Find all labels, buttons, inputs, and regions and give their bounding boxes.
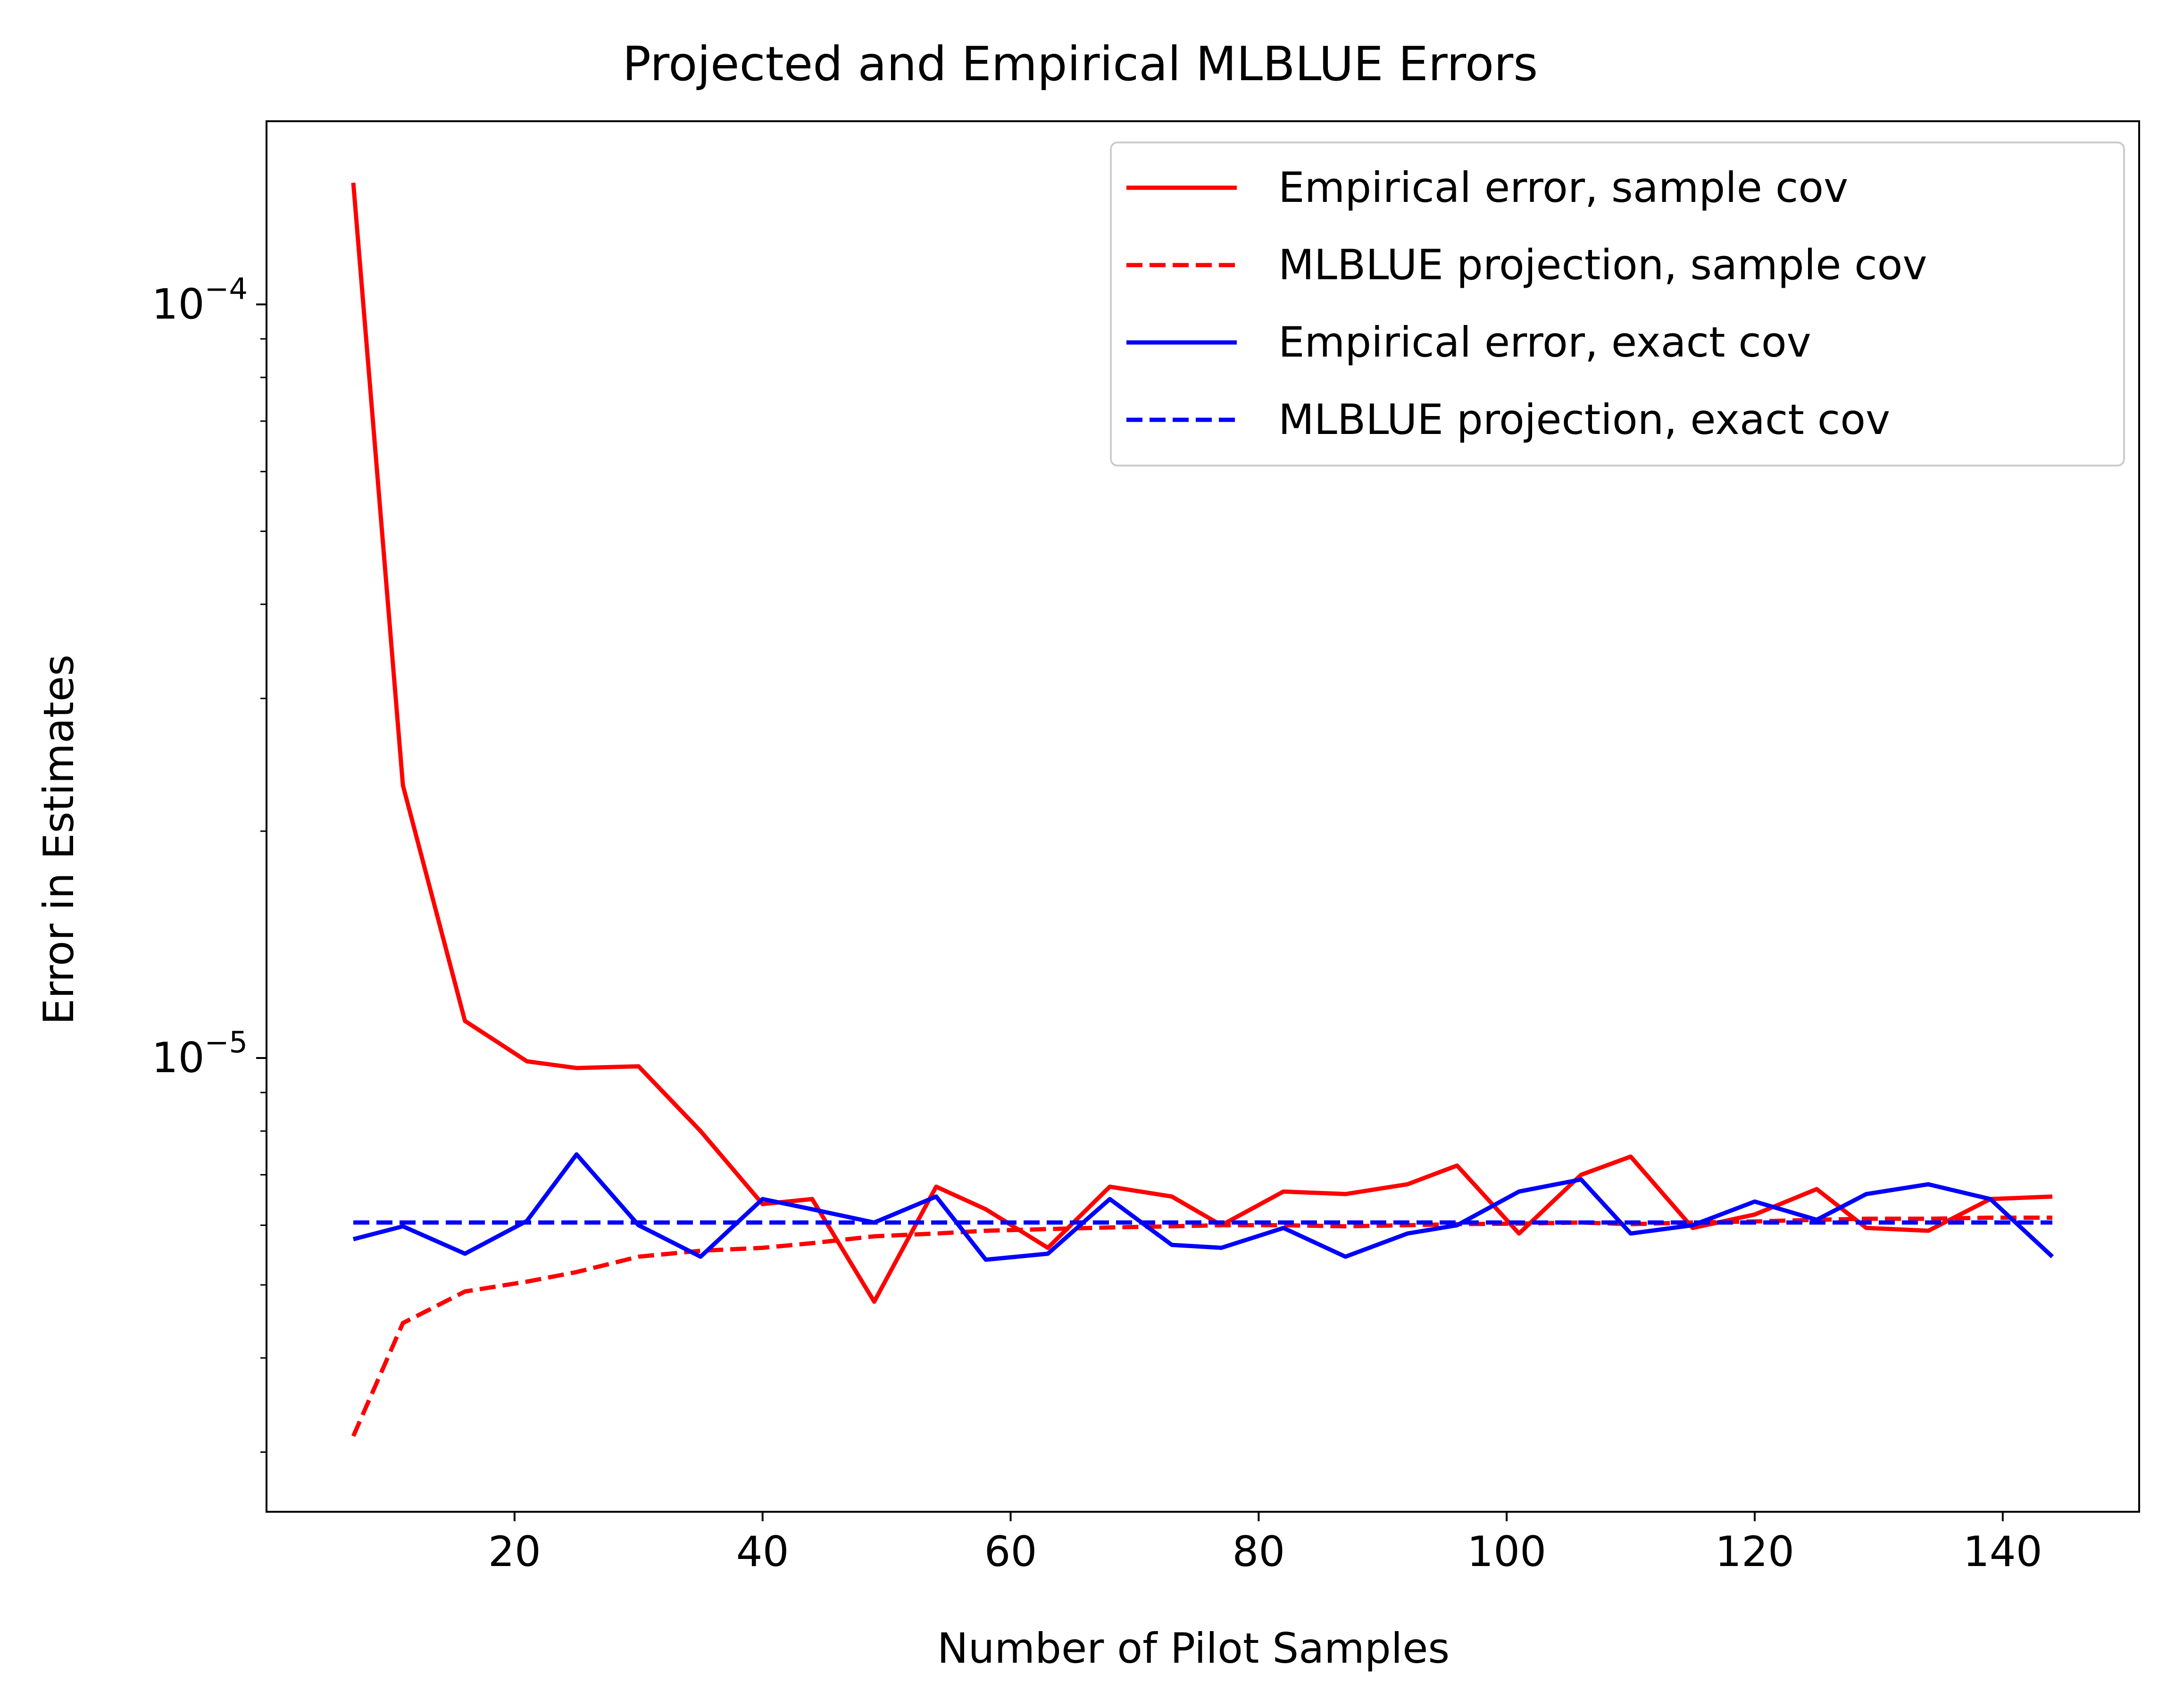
legend-label: MLBLUE projection, sample cov: [1278, 241, 1927, 289]
x-tick-label: 120: [1715, 1527, 1794, 1576]
legend: Empirical error, sample cov MLBLUE projec…: [1110, 142, 2125, 467]
x-tick-label: 20: [488, 1527, 541, 1576]
plot-area-frame: [266, 120, 2140, 1513]
x-tick-label: 60: [984, 1527, 1037, 1576]
x-tick-label: 40: [736, 1527, 789, 1576]
ticks-layer: 20 40 60 80 100 120 140 10−5 10−4: [152, 271, 2042, 1576]
series-line-3: [352, 1152, 2054, 1262]
legend-label: Empirical error, sample cov: [1278, 163, 1848, 212]
x-tick-label: 80: [1232, 1527, 1285, 1576]
legend-label: Empirical error, exact cov: [1278, 318, 1811, 367]
x-axis-label: Number of Pilot Samples: [937, 1624, 1450, 1673]
x-tick-label: 140: [1963, 1527, 2042, 1576]
legend-box: [1110, 142, 2125, 467]
series-line-2: [351, 1216, 2052, 1437]
y-tick-label: 10−4: [152, 271, 248, 328]
legend-label: MLBLUE projection, exact cov: [1278, 395, 1890, 444]
x-tick-label: 100: [1467, 1527, 1546, 1576]
y-axis-label: Error in Estimates: [34, 654, 83, 1025]
y-tick-label: 10−5: [152, 1025, 248, 1082]
chart-title: Projected and Empirical MLBLUE Errors: [623, 36, 1538, 92]
series-line-1: [351, 183, 2053, 1304]
series-layer: [351, 183, 2054, 1437]
